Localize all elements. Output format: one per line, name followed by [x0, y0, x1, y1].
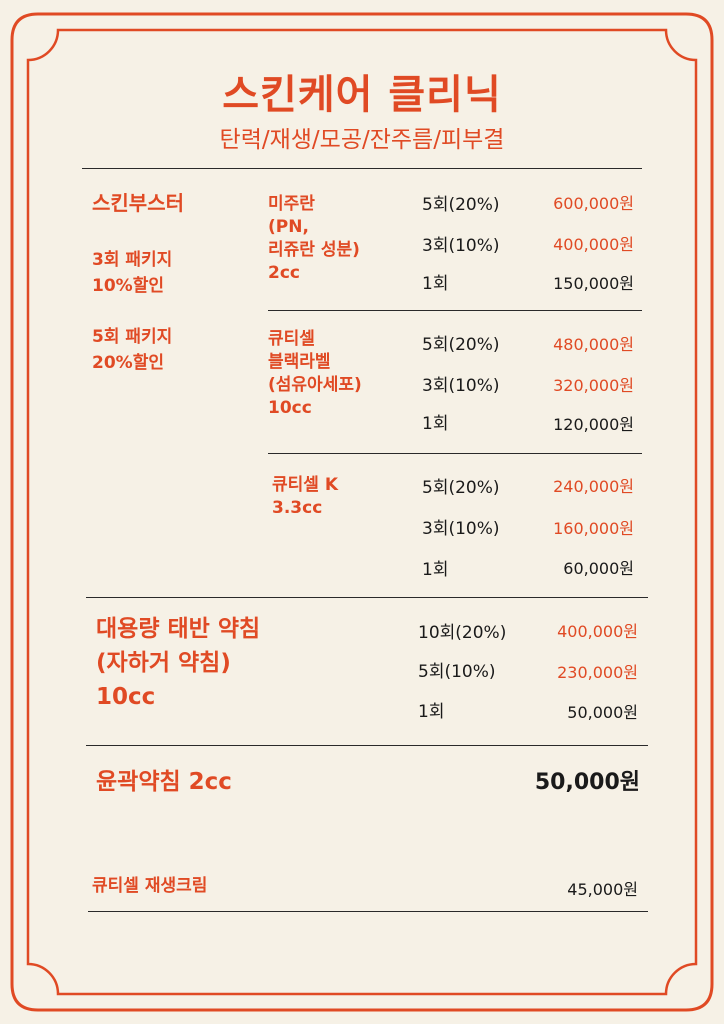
price: 150,000원 [553, 274, 634, 293]
price: 45,000원 [567, 880, 638, 899]
divider [82, 168, 642, 169]
price: 120,000원 [553, 415, 634, 434]
price: 240,000원 [553, 477, 634, 496]
session-count: 5회(10%) [418, 662, 496, 682]
session-count: 5회(20%) [422, 478, 500, 498]
session-count: 3회(10%) [422, 236, 500, 256]
price: 320,000원 [553, 376, 634, 395]
divider [86, 745, 648, 746]
price: 400,000원 [553, 235, 634, 254]
session-count: 1회 [422, 560, 449, 580]
price: 160,000원 [553, 519, 634, 538]
price: 50,000원 [567, 703, 638, 722]
divider [268, 310, 642, 311]
product-cutisel-k: 큐티셀 K 3.3cc [272, 475, 339, 518]
page-subtitle: 탄력/재생/모공/잔주름/피부결 [219, 127, 505, 153]
page-title: 스킨케어 클리닉 [222, 72, 502, 118]
price: 230,000원 [557, 663, 638, 682]
session-count: 3회(10%) [422, 376, 500, 396]
category-contour: 윤곽약침 2cc [96, 769, 232, 795]
session-count: 5회(20%) [422, 195, 500, 215]
divider [88, 911, 648, 912]
divider [86, 597, 648, 598]
session-count: 10회(20%) [418, 623, 507, 643]
session-count: 5회(20%) [422, 335, 500, 355]
session-count: 1회 [422, 414, 449, 434]
price: 400,000원 [557, 622, 638, 641]
category-cream: 큐티셀 재생크림 [92, 876, 208, 896]
price: 60,000원 [563, 559, 634, 578]
session-count: 1회 [418, 702, 445, 722]
package-5-discount: 5회 패키지 20%할인 [92, 327, 173, 373]
product-mijuran: 미주란 (PN, 리쥬란 성분) 2cc [268, 194, 360, 283]
price: 480,000원 [553, 335, 634, 354]
product-cutisel-blacklabel: 큐티셀 블랙라벨 (섬유아세포) 10cc [268, 329, 362, 418]
session-count: 1회 [422, 274, 449, 294]
category-placenta: 대용량 태반 약침 (자하거 약침) 10cc [96, 616, 261, 710]
package-3-discount: 3회 패키지 10%할인 [92, 250, 173, 296]
session-count: 3회(10%) [422, 519, 500, 539]
price: 50,000원 [534, 770, 640, 795]
category-skin-booster: 스킨부스터 [92, 191, 184, 215]
price: 600,000원 [553, 194, 634, 213]
divider [268, 453, 642, 454]
